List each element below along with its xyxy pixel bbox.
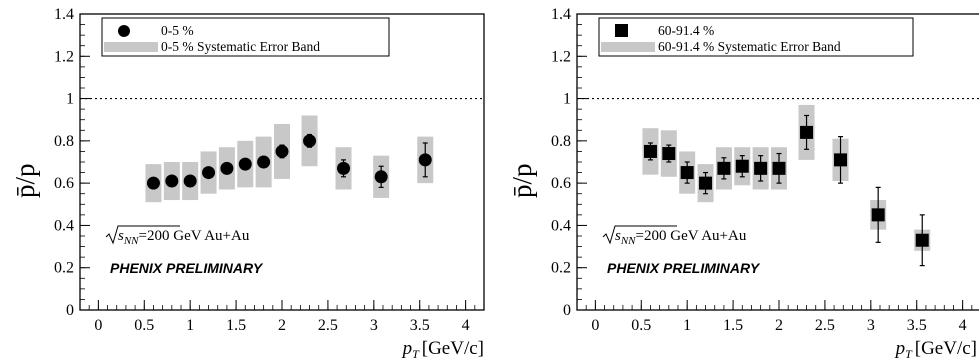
data-point [275, 144, 289, 158]
x-tick-label: 1 [683, 317, 691, 334]
systematic-bands [145, 115, 434, 203]
data-point [220, 161, 234, 175]
y-tick-label: 1 [66, 91, 74, 108]
y-tick-label: 0.8 [551, 133, 571, 150]
y-axis: 0 0.2 0.4 0.6 0.8 1 1.2 1.4 [551, 6, 587, 319]
data-point [337, 161, 351, 175]
legend-band-label: 60-91.4 % Systematic Error Band [658, 39, 841, 54]
x-tick-label: 4 [462, 317, 470, 334]
data-point [915, 233, 929, 247]
data-point [800, 125, 814, 139]
data-point [680, 166, 694, 180]
data-point [238, 157, 252, 171]
sqrt-sign [602, 225, 677, 245]
systematic-bands [642, 104, 931, 251]
y-tick-label: 1.4 [551, 6, 571, 23]
x-axis-label: pT [GeV/c] [401, 338, 484, 360]
legend-band-label: 0-5 % Systematic Error Band [161, 39, 320, 54]
y-tick-label: 1 [563, 91, 571, 108]
data-point [374, 170, 388, 184]
data-point [643, 144, 657, 158]
x-tick-label: 0.5 [631, 317, 651, 334]
legend-marker-label: 0-5 % [161, 23, 194, 38]
y-tick-label: 0.2 [551, 260, 571, 277]
preliminary-label: PHENIX PRELIMINARY [607, 260, 761, 276]
x-axis: 0 0.5 1 1.5 2 2.5 3 3.5 4 [88, 300, 485, 334]
energy-annotation: sNN=200 GeV Au+Au [105, 225, 250, 247]
x-axis-label: pT [GeV/c] [894, 338, 977, 360]
data-point [202, 166, 216, 180]
panel-central: 0 0.2 0.4 0.6 0.8 1 1.2 1.4 0 0.5 1 1.5 2 2.5 3 3.5 4 p… [10, 6, 485, 360]
legend-marker-label: 60-91.4 % [658, 23, 714, 38]
x-tick-label: 0 [94, 317, 102, 334]
legend: 60-91.4 % 60-91.4 % Systematic Error Ban… [598, 17, 914, 57]
y-tick-label: 0.6 [54, 175, 74, 192]
data-point [735, 159, 749, 173]
x-tick-label: 2.5 [318, 317, 338, 334]
y-tick-label: 1.2 [551, 48, 571, 65]
legend-band-swatch [601, 42, 655, 52]
x-tick-label: 1.5 [723, 317, 743, 334]
x-tick-label: 0 [591, 317, 599, 334]
y-tick-label: 0.4 [54, 217, 74, 234]
data-point [871, 208, 885, 222]
data-point [772, 161, 786, 175]
data-point [183, 174, 197, 188]
x-tick-label: 3 [370, 317, 378, 334]
sqrt-sign [105, 225, 180, 245]
data-point [257, 155, 271, 169]
data-point [717, 161, 731, 175]
data-point [834, 153, 848, 167]
panel-peripheral: 0 0.2 0.4 0.6 0.8 1 1.2 1.4 0 0.5 1 1.5 2 2.5 3 3.5 4 p… [507, 6, 979, 360]
y-tick-label: 0.8 [54, 133, 74, 150]
svg-text:sNN=200 GeV Au+Au: sNN=200 GeV Au+Au [118, 228, 250, 247]
x-tick-label: 2 [278, 317, 286, 334]
y-tick-label: 1.4 [54, 6, 74, 23]
data-point [303, 134, 317, 148]
svg-text:sNN=200 GeV Au+Au: sNN=200 GeV Au+Au [615, 228, 747, 247]
data-point [662, 147, 676, 161]
y-tick-label: 0 [563, 302, 571, 319]
legend-band-swatch [104, 42, 158, 52]
x-tick-label: 2 [775, 317, 783, 334]
x-tick-label: 4 [959, 317, 967, 334]
data-points [643, 125, 929, 247]
legend-marker-square [615, 24, 628, 37]
legend-box [598, 17, 914, 57]
x-axis: 0 0.5 1 1.5 2 2.5 3 3.5 4 [585, 300, 973, 334]
y-axis-label: p̄/p [507, 163, 537, 198]
y-axis: 0 0.2 0.4 0.6 0.8 1 1.2 1.4 [54, 6, 90, 319]
data-point [146, 176, 160, 190]
data-point [754, 161, 768, 175]
x-tick-label: 3.5 [410, 317, 430, 334]
energy-annotation: sNN=200 GeV Au+Au [602, 225, 747, 247]
y-axis-label: p̄/p [10, 163, 40, 198]
x-tick-label: 0.5 [134, 317, 154, 334]
data-points [146, 134, 432, 190]
legend-marker-circle [118, 25, 130, 37]
y-tick-label: 0.4 [551, 217, 571, 234]
y-tick-label: 1.2 [54, 48, 74, 65]
y-tick-label: 0 [66, 302, 74, 319]
y-tick-label: 0.6 [551, 175, 571, 192]
x-tick-label: 2.5 [815, 317, 835, 334]
x-tick-label: 1 [186, 317, 194, 334]
x-tick-label: 3.5 [907, 317, 927, 334]
y-tick-label: 0.2 [54, 260, 74, 277]
preliminary-label: PHENIX PRELIMINARY [110, 260, 264, 276]
data-point [418, 153, 432, 167]
legend: 0-5 % 0-5 % Systematic Error Band [101, 17, 390, 57]
x-tick-label: 1.5 [226, 317, 246, 334]
x-tick-label: 3 [867, 317, 875, 334]
data-point [699, 176, 713, 190]
data-point [165, 174, 179, 188]
